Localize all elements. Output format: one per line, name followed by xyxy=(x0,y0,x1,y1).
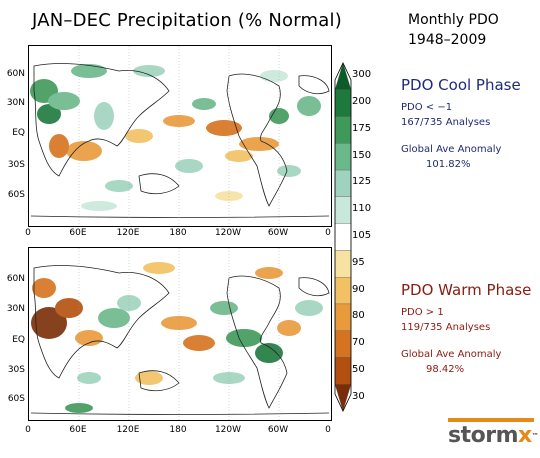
lon-label: 0 xyxy=(25,228,31,238)
cool-phase-title: PDO Cool Phase xyxy=(401,76,521,94)
colorbar-label: 30 xyxy=(352,390,365,402)
colorbar-segment xyxy=(334,62,352,90)
lat-label: 30S xyxy=(7,160,25,170)
lat-label: 60N xyxy=(6,274,25,284)
colorbar-label: 125 xyxy=(352,176,372,188)
map-warm-phase-graphic xyxy=(30,248,330,420)
colorbar xyxy=(334,62,352,412)
colorbar-label: 95 xyxy=(352,256,365,268)
lon-label: 120E xyxy=(116,228,140,238)
colorbar-label: 70 xyxy=(352,337,365,349)
lon-label: 60W xyxy=(267,425,289,435)
colorbar-segment xyxy=(334,169,352,197)
warm-phase-condition: PDO > 1 xyxy=(401,307,444,318)
cool-phase-condition: PDO < −1 xyxy=(401,102,453,113)
colorbar-segment xyxy=(334,277,352,305)
colorbar-segment xyxy=(334,223,352,251)
subtitle-line-1: Monthly PDO xyxy=(408,12,499,28)
colorbar-label: 90 xyxy=(352,283,365,295)
lat-label: EQ xyxy=(12,128,25,138)
colorbar-segment xyxy=(334,303,352,331)
colorbar-segment xyxy=(334,143,352,171)
lon-label: 60E xyxy=(69,228,87,238)
logo-text: stormx™ xyxy=(448,423,539,448)
colorbar-label: 50 xyxy=(352,363,365,375)
cool-phase-anomaly-value: 101.82% xyxy=(426,159,471,170)
colorbar-label: 200 xyxy=(352,96,372,108)
logo-bar xyxy=(448,418,534,422)
lat-label: 30S xyxy=(7,365,25,375)
colorbar-segment xyxy=(334,250,352,278)
cool-phase-anomaly-label: Global Ave Anomaly xyxy=(401,144,502,155)
lat-label: 60S xyxy=(7,190,25,200)
warm-phase-analyses: 119/735 Analyses xyxy=(401,322,491,333)
lat-label: 60N xyxy=(6,69,25,79)
colorbar-label: 105 xyxy=(352,230,372,241)
map-warm-phase xyxy=(28,247,332,421)
logo-text-x: x xyxy=(518,423,532,448)
logo-trademark: ™ xyxy=(531,432,539,440)
lon-label: 120W xyxy=(214,228,242,238)
colorbar-label: 175 xyxy=(352,122,372,134)
map-cool-phase xyxy=(28,45,332,227)
lon-label: 120W xyxy=(214,425,242,435)
colorbar-segment xyxy=(334,89,352,117)
cool-phase-analyses: 167/735 Analyses xyxy=(401,117,491,128)
colorbar-label: 80 xyxy=(352,310,365,322)
lat-label: 30N xyxy=(6,304,25,314)
colorbar-label: 110 xyxy=(352,203,372,215)
colorbar-label: 150 xyxy=(352,149,372,161)
lon-label: 0 xyxy=(325,228,331,238)
lon-label: 60E xyxy=(69,425,87,435)
lon-label: 0 xyxy=(325,425,331,435)
colorbar-segment xyxy=(334,196,352,224)
lon-label: 180 xyxy=(169,425,187,435)
warm-phase-anomaly-value: 98.42% xyxy=(426,364,465,375)
lon-label: 180 xyxy=(169,228,187,238)
warm-phase-anomaly-label: Global Ave Anomaly xyxy=(401,349,502,360)
colorbar-segment xyxy=(334,384,352,412)
chart-title: JAN–DEC Precipitation (% Normal) xyxy=(32,10,342,31)
lon-label: 120E xyxy=(116,425,140,435)
lon-label: 60W xyxy=(267,228,289,238)
subtitle-line-2: 1948–2009 xyxy=(408,32,487,48)
stormx-logo: stormx™ xyxy=(448,418,539,452)
colorbar-label: 300 xyxy=(352,69,372,81)
map-cool-phase-graphic xyxy=(30,46,330,226)
lon-label: 0 xyxy=(25,425,31,435)
lat-label: 60S xyxy=(7,394,25,404)
colorbar-segment xyxy=(334,357,352,385)
colorbar-segment xyxy=(334,330,352,358)
lat-label: EQ xyxy=(12,335,25,345)
logo-text-main: storm xyxy=(448,423,519,448)
colorbar-segment xyxy=(334,116,352,144)
lat-label: 30N xyxy=(6,98,25,108)
warm-phase-title: PDO Warm Phase xyxy=(401,281,532,299)
